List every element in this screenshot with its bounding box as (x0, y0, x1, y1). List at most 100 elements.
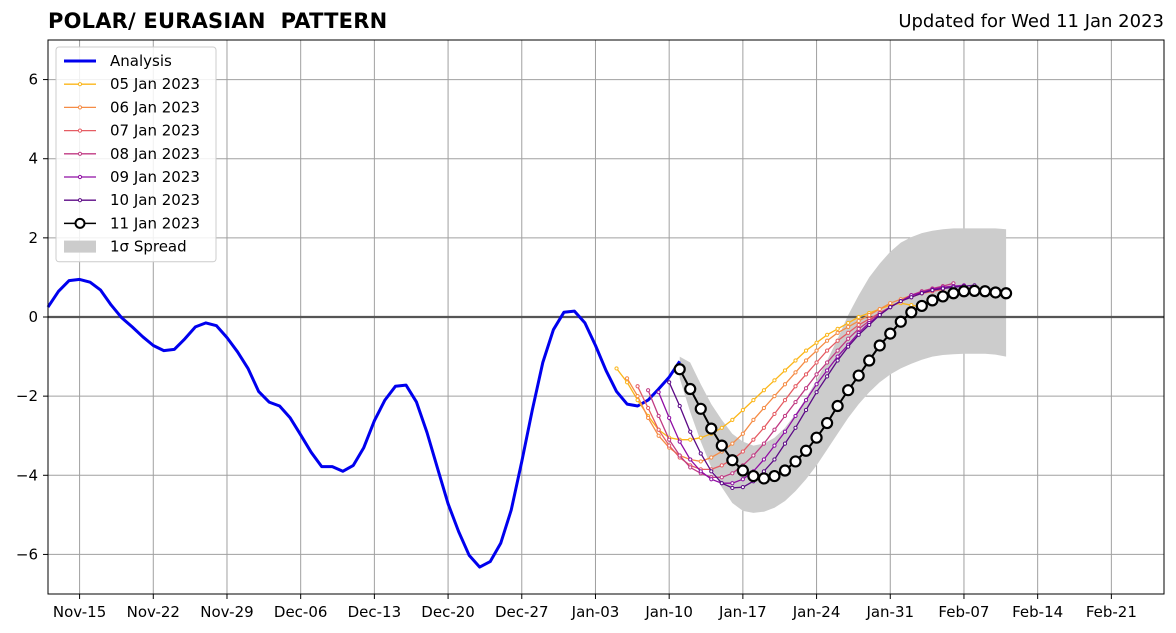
forecast-05-jan-2023-point (782, 368, 788, 373)
x-tick-label: Dec-20 (421, 603, 475, 621)
forecast-06-jan-2023-point (740, 431, 745, 436)
forecast-11-jan-2023-point (705, 422, 718, 435)
forecast-10-jan-2023-point (793, 425, 798, 430)
forecast-05-jan-2023-point (751, 398, 756, 403)
forecast-09-jan-2023-point (667, 415, 672, 421)
forecast-08-jan-2023-point (761, 441, 767, 446)
forecast-05-jan-2023-point (761, 388, 767, 393)
forecast-11-jan-2023-point (757, 472, 771, 485)
x-tick-label: Nov-29 (200, 603, 253, 621)
x-tick-label: Feb-07 (938, 603, 989, 621)
forecast-08-jan-2023-point (782, 413, 788, 419)
forecast-10-jan-2023-point (877, 312, 882, 318)
x-tick-label: Jan-17 (718, 603, 767, 621)
forecast-06-jan-2023-point (772, 394, 777, 399)
forecast-07-jan-2023-point (846, 330, 851, 335)
forecast-05-jan-2023-point (856, 314, 861, 320)
forecast-05-jan-2023-point (814, 340, 819, 345)
forecast-10-jan-2023-point (772, 457, 777, 462)
forecast-07-jan-2023-point (835, 338, 840, 343)
forecast-11-jan-2023-point (957, 285, 971, 298)
legend-item-08-jan-2023-marker (77, 151, 83, 156)
forecast-09-jan-2023-point (782, 429, 788, 434)
forecast-10-jan-2023-point (730, 485, 735, 491)
forecast-08-jan-2023-point (846, 336, 851, 341)
x-tick-label: Dec-13 (348, 603, 402, 621)
forecast-11-jan-2023-point (863, 354, 876, 367)
forecast-05-jan-2023-point (803, 348, 809, 353)
forecast-09-jan-2023-point (761, 457, 767, 462)
forecast-07-jan-2023-point (782, 398, 788, 403)
forecast-11-jan-2023-point (778, 464, 792, 477)
x-tick-label: Feb-21 (1086, 603, 1137, 621)
legend-item-1-spread-swatch (64, 240, 96, 253)
forecast-10-jan-2023-point (814, 390, 819, 395)
forecast-11-jan-2023-point (905, 306, 918, 319)
forecast-05-jan-2023-point (772, 378, 777, 383)
forecast-06-jan-2023-point (635, 394, 640, 399)
legend-item-07-jan-2023: 07 Jan 2023 (64, 122, 200, 140)
forecast-07-jan-2023-point (751, 437, 756, 442)
legend-item-10-jan-2023-marker (77, 198, 83, 203)
forecast-11-jan-2023-point (915, 299, 928, 313)
forecast-10-jan-2023-point (782, 441, 788, 446)
forecast-11-jan-2023-point (852, 369, 865, 382)
forecast-11-jan-2023-point (926, 294, 939, 307)
forecast-06-jan-2023-point (888, 301, 893, 306)
forecast-10-jan-2023-point (856, 332, 861, 337)
x-tick-label: Nov-22 (127, 603, 180, 621)
forecast-11-jan-2023-point (978, 285, 992, 298)
legend-item-11-jan-2023-label: 11 Jan 2023 (110, 214, 200, 232)
forecast-05-jan-2023-point (698, 435, 703, 440)
forecast-09-jan-2023-point (740, 477, 745, 482)
legend-item-06-jan-2023-marker (77, 105, 83, 110)
forecast-08-jan-2023-point (751, 453, 756, 458)
forecast-06-jan-2023-point (814, 348, 819, 353)
x-tick-label: Nov-15 (53, 603, 106, 621)
forecast-07-jan-2023-point (719, 463, 724, 468)
forecast-11-jan-2023-point (694, 402, 707, 415)
forecast-10-jan-2023-point (909, 295, 914, 300)
y-tick-label: 0 (28, 308, 38, 326)
forecast-05-jan-2023-point (624, 380, 630, 385)
forecast-08-jan-2023-point (646, 388, 651, 393)
forecast-10-jan-2023-point (898, 299, 903, 304)
forecast-08-jan-2023-point (803, 386, 809, 391)
forecast-08-jan-2023-point (814, 372, 819, 377)
forecast-07-jan-2023-point (803, 372, 809, 377)
forecast-07-jan-2023-point (656, 427, 661, 432)
forecast-06-jan-2023-point (782, 382, 788, 387)
forecast-10-jan-2023-point (888, 305, 893, 310)
legend-box (55, 46, 217, 263)
forecast-07-jan-2023-point (635, 384, 640, 389)
forecast-10-jan-2023-point (930, 287, 935, 293)
legend-item-06-jan-2023-label: 06 Jan 2023 (110, 98, 200, 116)
forecast-05-jan-2023-point (730, 417, 735, 422)
legend-item-06-jan-2023: 06 Jan 2023 (64, 98, 200, 116)
forecast-06-jan-2023-point (751, 417, 756, 422)
legend: Analysis 05 Jan 2023 06 Jan 2023 07 Jan 202… (55, 46, 217, 263)
forecast-08-jan-2023-point (856, 326, 861, 331)
forecast-07-jan-2023-point (824, 348, 830, 353)
x-axis-ticks: Nov-15 Nov-22 Nov-29 Dec-06 Dec-13 Dec-20 Dec-… (53, 594, 1137, 621)
forecast-11-jan-2023-point (810, 431, 823, 444)
forecast-09-jan-2023-point (709, 477, 714, 482)
forecast-11-jan-2023-point (736, 464, 749, 477)
forecast-11-jan-2023-point (747, 469, 760, 483)
forecast-10-jan-2023-point (719, 481, 724, 486)
y-tick-label: −6 (16, 545, 38, 563)
legend-item-09-jan-2023: 09 Jan 2023 (64, 168, 200, 186)
forecast-10-jan-2023-point (709, 469, 714, 474)
forecast-10-jan-2023-point (667, 380, 672, 385)
y-tick-label: 2 (28, 229, 38, 247)
forecast-06-jan-2023-point (793, 370, 798, 375)
forecast-05-jan-2023-point (846, 320, 851, 326)
forecast-10-jan-2023-point (698, 451, 703, 456)
forecast-11-jan-2023-point (684, 382, 697, 396)
forecast-09-jan-2023-point (803, 398, 809, 403)
forecast-11-jan-2023-point (799, 444, 813, 457)
x-tick-label: Jan-03 (571, 603, 620, 621)
y-tick-label: −4 (16, 466, 38, 484)
forecast-06-jan-2023-point (877, 306, 882, 312)
legend-item-08-jan-2023-label: 08 Jan 2023 (110, 145, 200, 163)
